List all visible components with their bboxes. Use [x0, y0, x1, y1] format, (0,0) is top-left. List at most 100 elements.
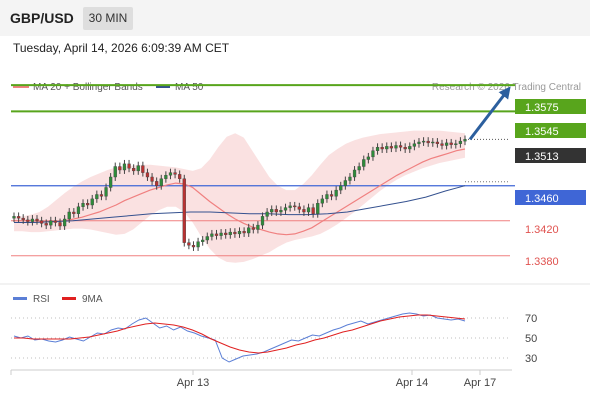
candle-down	[141, 165, 145, 173]
ma50-legend-label: MA 50	[175, 82, 204, 93]
candle-down	[132, 168, 136, 172]
candle-down	[435, 141, 440, 144]
candle-up	[247, 227, 251, 234]
candle-up	[421, 140, 426, 143]
candle-down	[302, 209, 306, 213]
candle-down	[426, 140, 430, 144]
candle-up	[454, 143, 458, 145]
candle-up	[366, 156, 370, 160]
candle-down	[224, 232, 228, 235]
candle-up	[357, 166, 361, 171]
candle-up	[164, 175, 168, 179]
candle-down	[449, 142, 453, 145]
rsi-legend-label: RSI	[33, 294, 50, 305]
candle-up	[201, 239, 205, 242]
candle-down	[16, 216, 21, 219]
pivot-label: 1.3460	[525, 193, 559, 205]
timeframe-button[interactable]: 30 MIN	[83, 7, 133, 30]
candle-down	[214, 233, 219, 236]
candle-up	[256, 224, 260, 230]
rsi-tick-label: 70	[525, 313, 537, 325]
candle-up	[76, 206, 81, 214]
candle-up	[136, 165, 140, 172]
candle-up	[159, 178, 163, 186]
candle-down	[173, 172, 177, 175]
ma20-legend-label: MA 20 + Bollinger Bands	[33, 82, 143, 93]
candle-up	[352, 169, 357, 178]
candle-up	[104, 187, 108, 197]
candle-up	[260, 216, 265, 226]
candle-up	[279, 210, 283, 213]
candle-up	[113, 166, 117, 178]
candle-down	[191, 245, 196, 248]
rsi-legend-swatch	[13, 297, 27, 300]
candle-up	[81, 203, 85, 207]
candle-down	[403, 147, 407, 150]
candle-up	[219, 232, 223, 236]
candle-up	[30, 218, 35, 222]
x-tick-label: Apr 13	[177, 377, 209, 389]
forecast-arrow	[468, 86, 511, 141]
candle-up	[394, 145, 398, 149]
rsi-reference-lines: 30 50 70	[11, 313, 537, 365]
candle-down	[182, 178, 186, 243]
candle-down	[72, 211, 76, 214]
rsi-ma-legend-label: 9MA	[82, 294, 103, 305]
candle-up	[168, 172, 173, 176]
candle-down	[145, 172, 150, 178]
candle-up	[334, 189, 338, 197]
candle-down	[35, 218, 39, 221]
candle-up	[90, 198, 94, 206]
ma20-line	[14, 148, 466, 236]
candle-down	[329, 194, 334, 197]
candle-down	[251, 227, 255, 230]
current-price-label: 1.3513	[525, 151, 559, 163]
candle-down	[118, 166, 122, 171]
candle-up	[348, 176, 352, 181]
candle-up	[12, 216, 16, 219]
header-bar: GBP/USD 30 MIN	[0, 0, 590, 36]
candle-up	[67, 211, 71, 220]
candle-up	[283, 207, 288, 211]
x-tick-label: Apr 17	[464, 377, 496, 389]
rsi-tick-label: 30	[525, 353, 537, 365]
candle-down	[398, 145, 403, 148]
candle-up	[375, 147, 380, 151]
candle-up	[122, 163, 127, 171]
candle-down	[297, 206, 301, 210]
ma50-line	[14, 185, 466, 223]
ma50-legend-swatch	[156, 85, 170, 88]
candle-up	[270, 209, 274, 213]
rsi-lines	[13, 312, 466, 363]
candle-up	[228, 231, 232, 235]
candle-down	[187, 242, 191, 246]
x-tick-label: Apr 14	[396, 377, 428, 389]
candle-up	[95, 194, 99, 200]
rsi-line	[13, 312, 466, 363]
candlesticks	[12, 135, 467, 251]
candle-down	[44, 223, 48, 226]
candle-up	[412, 143, 417, 147]
candle-up	[265, 211, 269, 217]
candle-down	[26, 219, 30, 222]
resistance-1-label-box	[515, 123, 586, 138]
support-2-label: 1.3380	[525, 256, 559, 268]
candle-down	[53, 220, 58, 223]
candle-down	[99, 194, 104, 197]
moving-averages	[14, 148, 466, 236]
candle-up	[196, 241, 200, 248]
candle-down	[39, 220, 44, 224]
candle-up	[320, 198, 324, 204]
candle-down	[274, 209, 278, 213]
timestamp: Tuesday, April 14, 2026 6:09:39 AM CET	[13, 41, 230, 55]
candle-up	[385, 146, 389, 150]
resistance-1-label: 1.3545	[525, 126, 559, 138]
candle-down	[127, 163, 131, 169]
current-price-label-box	[515, 148, 586, 163]
candle-down	[380, 147, 384, 150]
candle-up	[463, 139, 467, 142]
x-axis-ticks: Apr 13 Apr 14 Apr 17	[177, 370, 496, 389]
candle-up	[339, 185, 343, 191]
candle-up	[362, 159, 366, 167]
candle-up	[325, 194, 329, 200]
